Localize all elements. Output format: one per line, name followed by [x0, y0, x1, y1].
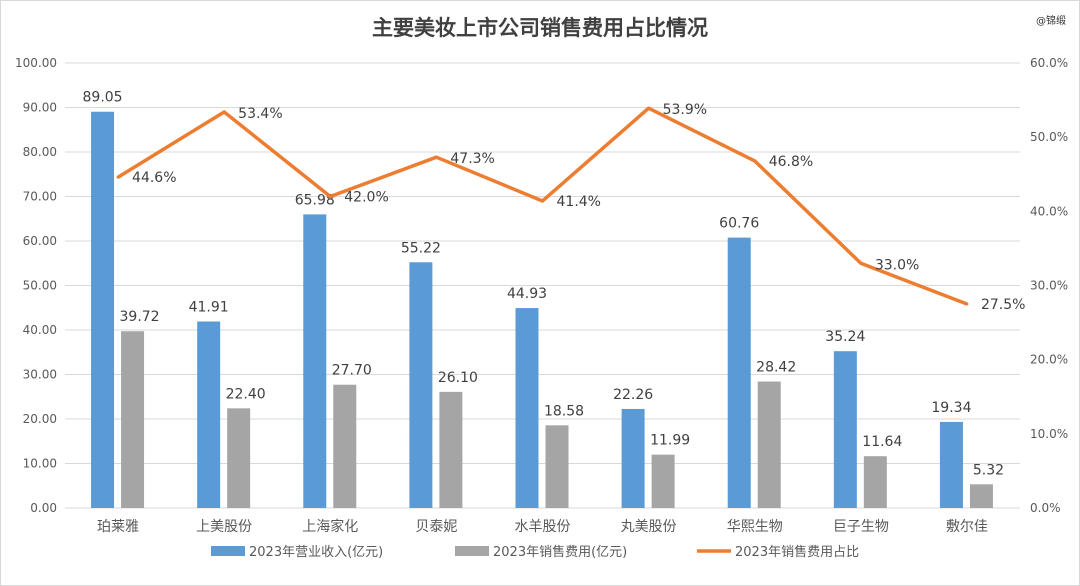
data-label: 27.70	[332, 363, 372, 379]
data-label: 53.9%	[663, 102, 707, 118]
legend-label: 2023年销售费用占比	[735, 544, 859, 560]
y-tick-label: 40.00	[23, 323, 57, 337]
legend-swatch	[211, 546, 245, 556]
data-label: 39.72	[120, 309, 160, 325]
data-label: 65.98	[295, 192, 335, 208]
bar-sales-expense	[863, 456, 887, 508]
y-tick-label: 70.00	[23, 190, 57, 204]
ratio-point	[753, 159, 757, 163]
x-tick-label: 丸美股份	[621, 519, 677, 535]
chart-title: 主要美妆上市公司销售费用占比情况	[372, 15, 708, 40]
data-label: 46.8%	[769, 154, 813, 170]
data-label: 28.42	[756, 360, 796, 376]
x-tick-label: 华熙生物	[727, 519, 783, 535]
legend-label: 2023年营业收入(亿元)	[249, 545, 383, 560]
y2-tick-label: 20.0%	[1030, 353, 1068, 367]
y-tick-label: 80.00	[23, 145, 57, 159]
bar-revenue	[621, 408, 645, 508]
y-tick-label: 30.00	[23, 368, 57, 382]
data-label: 22.40	[226, 386, 266, 402]
legend-label: 2023年销售费用(亿元)	[493, 544, 627, 560]
ratio-point	[222, 110, 226, 114]
bar-sales-expense	[227, 408, 251, 508]
data-label: 44.93	[507, 286, 547, 302]
data-label: 18.58	[544, 403, 584, 419]
bar-revenue	[833, 351, 857, 508]
y-tick-label: 0.00	[30, 501, 57, 515]
data-label: 42.0%	[344, 190, 388, 206]
y2-tick-label: 30.0%	[1030, 279, 1068, 293]
bar-sales-expense	[969, 484, 993, 508]
data-label: 55.22	[401, 240, 441, 256]
x-tick-label: 上海家化	[302, 518, 358, 535]
data-label: 19.34	[931, 400, 971, 416]
x-tick-label: 水羊股份	[515, 519, 571, 535]
x-tick-label: 贝泰妮	[415, 519, 457, 535]
y2-tick-label: 50.0%	[1030, 130, 1068, 144]
data-label: 47.3%	[450, 151, 494, 167]
bar-revenue	[939, 421, 963, 508]
y-tick-label: 90.00	[23, 101, 57, 115]
y2-tick-label: 40.0%	[1030, 204, 1068, 218]
x-tick-label: 上美股份	[196, 519, 252, 535]
ratio-point	[434, 155, 438, 159]
x-tick-label: 巨子生物	[833, 519, 889, 535]
bar-revenue	[303, 214, 327, 509]
y2-tick-label: 60.0%	[1030, 56, 1068, 70]
x-tick-label: 敷尔佳	[946, 519, 988, 535]
ratio-point	[859, 261, 863, 265]
data-label: 60.76	[719, 216, 759, 232]
data-label: 35.24	[825, 329, 865, 345]
data-label: 41.91	[189, 300, 229, 316]
y-tick-label: 100.00	[15, 56, 57, 70]
bar-sales-expense	[333, 384, 357, 508]
data-label: 53.4%	[238, 106, 282, 122]
ratio-line	[117, 106, 968, 306]
data-label: 89.05	[83, 90, 123, 106]
y-tick-label: 20.00	[23, 412, 57, 426]
bar-revenue	[409, 262, 433, 508]
bar-revenue	[727, 237, 751, 509]
bar-revenue	[197, 321, 221, 508]
ratio-point	[541, 199, 544, 203]
legend-swatch	[455, 546, 489, 556]
data-label: 27.5%	[981, 297, 1025, 313]
ratio-point	[116, 175, 120, 179]
y2-tick-label: 10.0%	[1030, 427, 1068, 441]
data-label: 33.0%	[875, 257, 919, 273]
bar-sales-expense	[439, 391, 463, 508]
data-label: 26.10	[438, 370, 478, 386]
bar-sales-expense	[651, 454, 675, 508]
bar-revenue	[515, 308, 539, 508]
data-label: 11.64	[862, 434, 902, 450]
watermark: @锦缎	[1036, 16, 1066, 27]
data-label: 41.4%	[557, 194, 601, 210]
x-tick-label: 珀莱雅	[97, 519, 139, 535]
y-tick-label: 50.00	[23, 279, 57, 293]
data-label: 5.32	[973, 462, 1004, 478]
bar-revenue	[91, 111, 115, 508]
ratio-point	[328, 195, 332, 198]
y-tick-label: 10.00	[23, 457, 57, 471]
y2-tick-label: 0.0%	[1030, 501, 1061, 515]
bar-sales-expense	[545, 425, 569, 508]
ratio-point	[965, 302, 969, 306]
y-tick-label: 60.00	[23, 234, 57, 248]
ratio-point	[647, 106, 651, 110]
bar-sales-expense	[757, 381, 781, 508]
data-label: 44.6%	[132, 170, 176, 186]
data-label: 22.26	[613, 387, 653, 403]
data-label: 11.99	[650, 433, 690, 449]
bar-sales-expense	[121, 331, 145, 508]
